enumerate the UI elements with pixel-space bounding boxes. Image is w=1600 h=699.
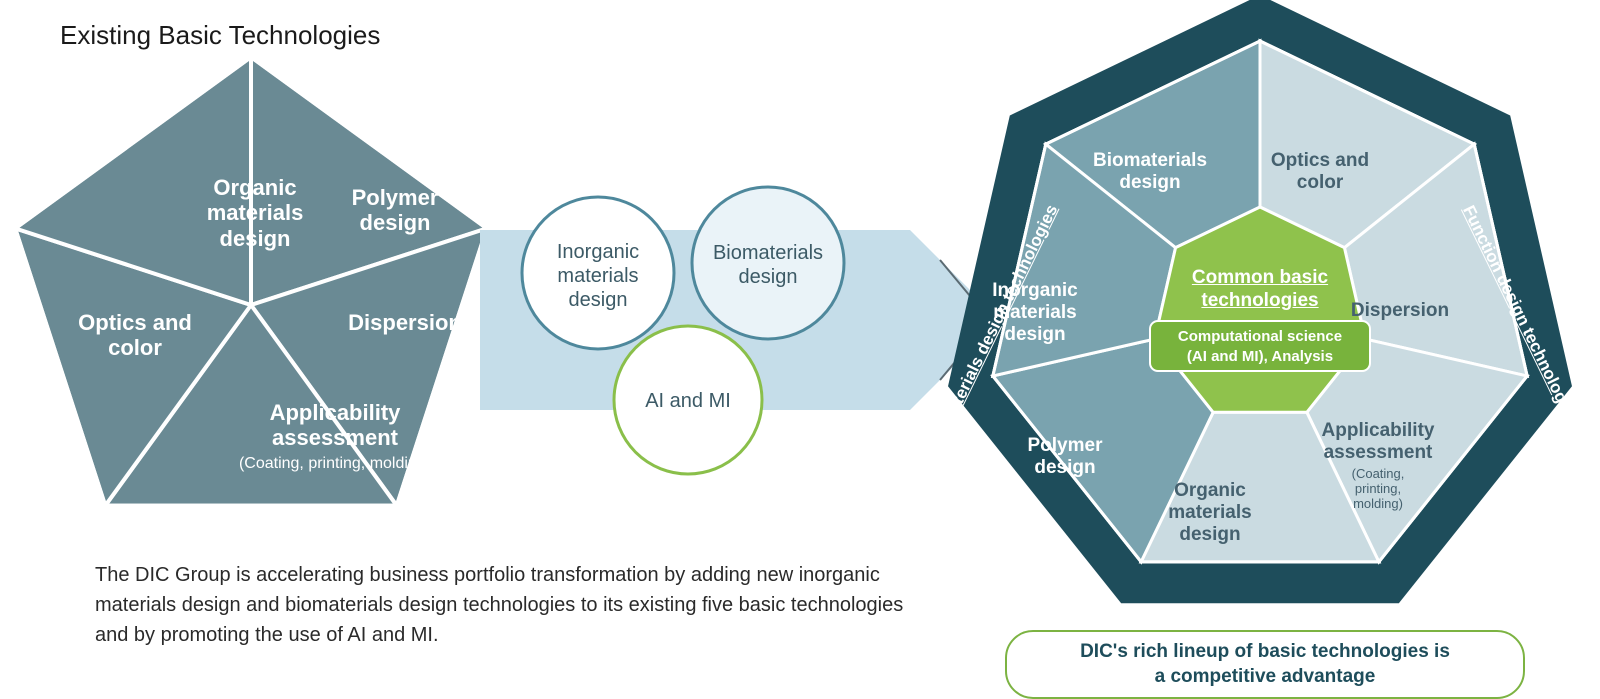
heptagon-label-applicability: Applicabilityassessment(Coating,printing… [1293,420,1463,512]
heptagon-label-dispersion: Dispersion [1325,300,1475,322]
heptagon-label-organic: Organicmaterialsdesign [1135,480,1285,546]
circle-label-biomaterials: Biomaterialsdesign [683,241,853,289]
diagram-root: Existing Basic Technologies Organicmater… [0,0,1600,697]
heptagon-label-optics: Optics andcolor [1245,150,1395,194]
pentagon-label-optics: Optics andcolor [50,310,220,361]
heptagon-label-biomaterials: Biomaterialsdesign [1075,150,1225,194]
heptagon-center-sub: Computational science(AI and MI), Analys… [1155,327,1365,366]
pentagon-label-applicability: Applicabilityassessment(Coating, printin… [185,400,485,473]
pentagon-label-dispersion: Dispersion [320,310,490,335]
heptagon-label-polymer: Polymerdesign [990,435,1140,479]
circle-label-inorganic: Inorganicmaterialsdesign [513,240,683,312]
circle-label-ai: AI and MI [603,389,773,413]
caption-box: DIC's rich lineup of basic technologies … [1005,630,1525,699]
description-text: The DIC Group is accelerating business p… [95,560,905,650]
pentagon-label-polymer: Polymerdesign [310,185,480,236]
